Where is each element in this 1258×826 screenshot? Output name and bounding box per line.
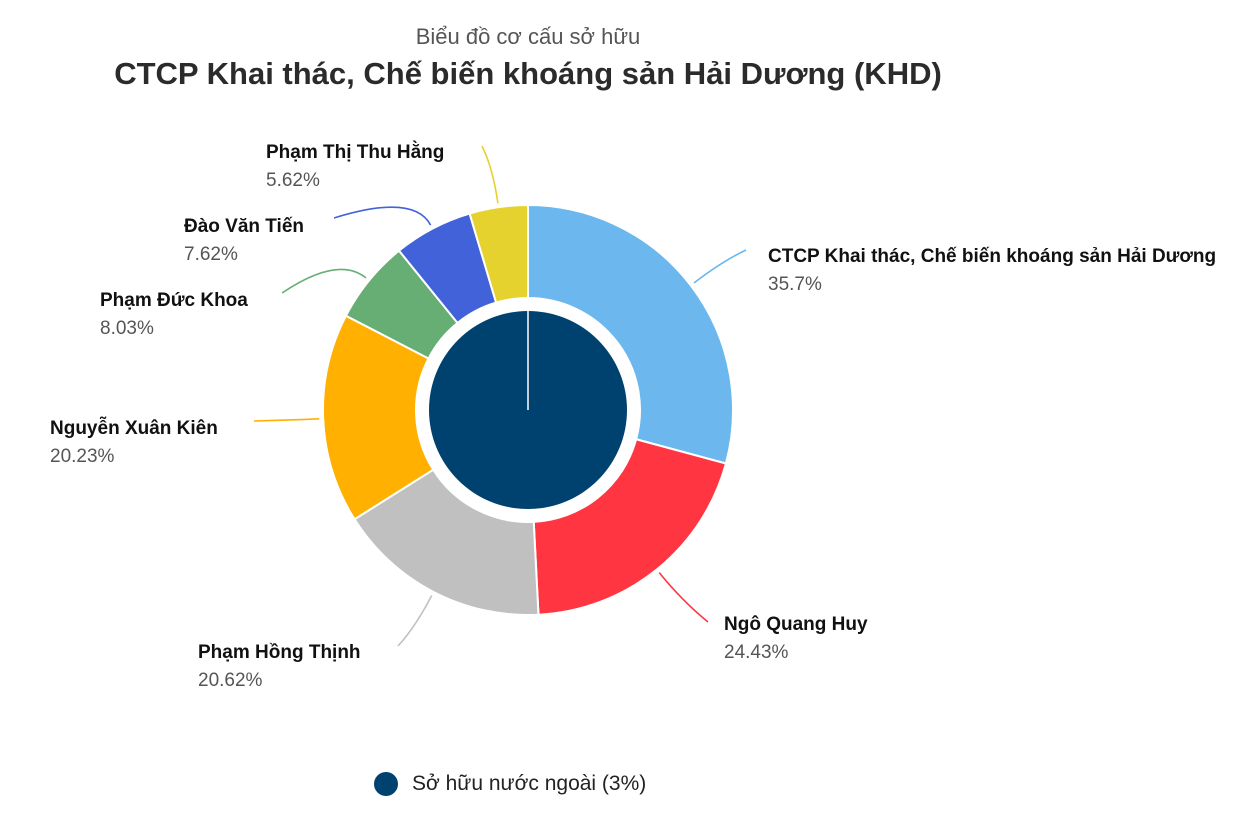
data-label-name-pham-hong-thinh: Phạm Hồng Thịnh xyxy=(198,642,361,663)
data-label-value-pham-thi-thu-hang: 5.62% xyxy=(266,170,320,191)
data-label-name-ngo-quang-huy: Ngô Quang Huy xyxy=(724,614,868,635)
data-label-value-ctcp-khai-thac-che-bien-khoang-san-hai-duong: 35.7% xyxy=(768,274,822,295)
chart-title: CTCP Khai thác, Chế biến khoáng sản Hải … xyxy=(114,56,942,91)
leader-line-dao-van-tien xyxy=(333,206,432,226)
leader-line-nguyen-xuan-kien xyxy=(253,418,320,422)
ring-slice-ctcp-khai-thac-che-bien-khoang-san-hai-duong xyxy=(527,203,734,465)
ring-slice-pham-thi-thu-hang xyxy=(468,203,529,304)
data-label-value-nguyen-xuan-kien: 20.23% xyxy=(50,446,115,467)
leader-line-pham-thi-thu-hang xyxy=(481,145,499,204)
data-label-name-pham-duc-khoa: Phạm Đức Khoa xyxy=(100,290,248,311)
data-label-name-nguyen-xuan-kien: Nguyễn Xuân Kiên xyxy=(50,417,218,439)
data-label-name-dao-van-tien: Đào Văn Tiến xyxy=(184,216,304,237)
data-label-name-ctcp-khai-thac-che-bien-khoang-san-hai-duong: CTCP Khai thác, Chế biến khoáng sản Hải … xyxy=(768,246,1216,267)
ring-slice-pham-hong-thinh xyxy=(353,468,540,616)
legend-marker xyxy=(374,772,398,796)
data-label-name-pham-thi-thu-hang: Phạm Thị Thu Hằng xyxy=(266,141,444,163)
leader-line-ngo-quang-huy xyxy=(658,572,709,623)
legend: Sở hữu nước ngoài (3%) xyxy=(374,772,646,796)
chart-subtitle: Biểu đồ cơ cấu sở hữu xyxy=(415,24,641,49)
data-label-value-pham-duc-khoa: 8.03% xyxy=(100,318,154,339)
data-label-value-pham-hong-thinh: 20.62% xyxy=(198,670,263,691)
data-label-value-dao-van-tien: 7.62% xyxy=(184,244,238,265)
legend-label: Sở hữu nước ngoài (3%) xyxy=(412,772,647,795)
ring-slice-ngo-quang-huy xyxy=(532,438,728,616)
leader-line-pham-hong-thinh xyxy=(397,595,433,647)
leader-line-ctcp-khai-thac-che-bien-khoang-san-hai-duong xyxy=(693,249,747,284)
data-label-value-ngo-quang-huy: 24.43% xyxy=(724,642,789,663)
leader-line-pham-duc-khoa xyxy=(281,268,367,294)
